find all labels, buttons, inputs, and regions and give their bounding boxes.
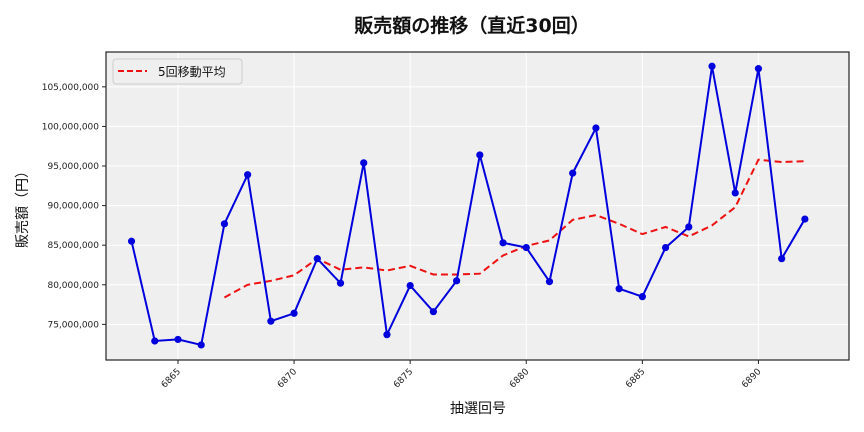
data-point-marker: [151, 337, 159, 345]
data-point-marker: [313, 255, 321, 263]
legend-label: 5回移動平均: [158, 65, 226, 79]
data-point-marker: [453, 277, 461, 285]
data-point-marker: [127, 237, 136, 245]
y-axis-ticks: 75,000,000 80,000,000 85,000,000 90,000,000…: [42, 83, 106, 330]
data-point-marker: [244, 171, 252, 179]
data-point-marker: [545, 278, 554, 286]
y-tick-label: 80,000,000: [47, 281, 99, 291]
x-tick-label: 6880: [508, 367, 531, 390]
data-point-marker: [267, 317, 275, 325]
moving-average-line: [223, 158, 805, 299]
grid-lines: [106, 52, 849, 360]
x-tick-label: 6890: [740, 367, 763, 390]
data-point-marker: [383, 331, 391, 339]
data-point-marker: [336, 279, 345, 287]
data-point-marker: [174, 335, 182, 344]
data-point-marker: [569, 169, 577, 177]
data-point-marker: [290, 309, 298, 317]
x-tick-label: 6875: [392, 367, 415, 390]
x-axis-ticks: 6865 6870 6875 6880 6885 6890: [160, 360, 764, 390]
data-point-marker: [615, 285, 623, 293]
x-tick-label: 6870: [276, 367, 299, 390]
legend: 5回移動平均: [112, 58, 243, 85]
sales-markers: [127, 62, 809, 349]
data-point-marker: [476, 151, 484, 159]
data-point-marker: [499, 239, 507, 247]
data-point-marker: [685, 223, 693, 231]
chart-title: 販売額の推移（直近30回）: [354, 14, 589, 37]
data-point-marker: [522, 243, 530, 252]
y-tick-label: 90,000,000: [47, 202, 99, 212]
data-point-marker: [661, 243, 670, 252]
data-point-marker: [429, 308, 437, 316]
data-point-marker: [220, 220, 229, 228]
plot-border: [105, 51, 850, 361]
data-point-marker: [592, 124, 600, 132]
y-tick-label: 95,000,000: [47, 162, 99, 172]
x-tick-label: 6885: [624, 367, 647, 390]
legend-box: [112, 58, 243, 85]
y-tick-label: 105,000,000: [42, 83, 100, 93]
data-point-marker: [406, 281, 414, 290]
data-point-marker: [360, 159, 368, 167]
data-point-marker: [778, 255, 786, 263]
data-point-marker: [801, 215, 809, 223]
y-tick-label: 100,000,000: [42, 122, 100, 132]
data-point-marker: [197, 341, 205, 349]
data-point-marker: [708, 62, 716, 70]
x-tick-label: 6865: [160, 367, 183, 390]
data-point-marker: [754, 65, 763, 73]
y-axis-label: 販売額（円）: [15, 164, 31, 248]
y-tick-label: 75,000,000: [47, 320, 99, 330]
sales-line: [130, 66, 806, 347]
y-tick-label: 85,000,000: [47, 241, 99, 251]
x-axis-label: 抽選回号: [450, 401, 506, 417]
data-point-marker: [638, 293, 646, 301]
data-point-marker: [731, 189, 739, 197]
